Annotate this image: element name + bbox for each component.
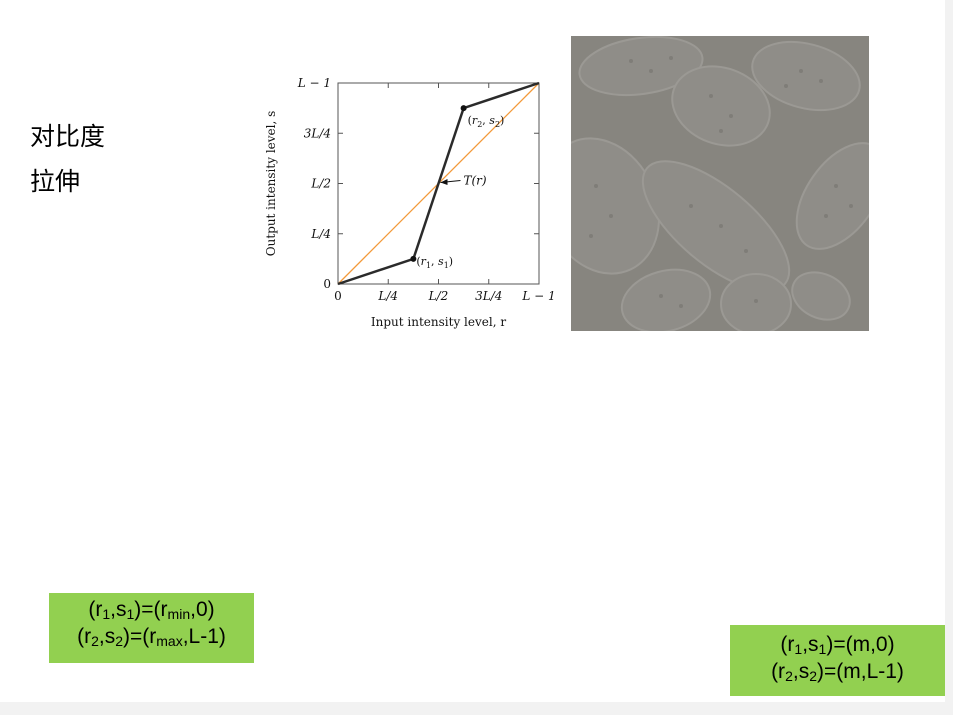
- curve-pointer-arrow: [440, 179, 448, 185]
- x-axis-label: Input intensity level, r: [371, 315, 506, 329]
- y-tick-label: 3L/4: [304, 126, 331, 140]
- formula-line-1: (r1,s1)=(m,0): [780, 633, 895, 657]
- transform-chart-svg: 00 L/4 L/4 L/2 L/2 3L/4 3L/4 L − 1 L − 1 Input in…: [264, 76, 556, 329]
- control-point-2: [460, 105, 467, 112]
- title-line-1: 对比度: [30, 122, 106, 151]
- transform-chart: 0 0 L/4 L/4 L/2 L/2 3L/4 3L/4 L − 1 L − 1 Input in…: [262, 66, 562, 338]
- pollen-grains-icon: [571, 36, 869, 331]
- x-tick-label: L/4: [377, 289, 398, 303]
- y-tick-label: L/4: [310, 227, 331, 241]
- formula-box-threshold: (r1,s1)=(m,0) (r2,s2)=(m,L-1): [730, 625, 945, 696]
- y-tick-label: 0: [323, 277, 331, 291]
- x-tick-label: 3L/4: [475, 289, 502, 303]
- title-line-2: 拉伸: [30, 167, 81, 196]
- slide-title: 对比度 拉伸: [30, 114, 105, 204]
- x-tick-label: L − 1: [521, 289, 555, 303]
- y-tick-label: L − 1: [297, 76, 331, 90]
- y-tick-label: L/2: [310, 177, 331, 191]
- pollen-image: [571, 36, 869, 331]
- formula-box-minmax: (r1,s1)=(rmin,0) (r2,s2)=(rmax,L-1): [49, 593, 254, 663]
- x-tick-label: L/2: [428, 289, 449, 303]
- slide: 对比度 拉伸 0 0 L/4 L/4 L/2 L/2 3L/4 3L/4 L − 1 L − 1 I…: [0, 0, 945, 702]
- transform-curve-line: [337, 81, 540, 286]
- curve-label: T(r): [464, 174, 487, 188]
- formula-line-2: (r2,s2)=(rmax,L-1): [77, 625, 226, 649]
- control-point-label-2: (r2, s2): [468, 114, 505, 129]
- y-axis-label: Output intensity level, s: [264, 111, 278, 257]
- formula-line-2: (r2,s2)=(m,L-1): [771, 660, 904, 684]
- control-point-label-1: (r1, s1): [416, 255, 453, 270]
- formula-line-1: (r1,s1)=(rmin,0): [88, 598, 215, 622]
- x-tick-label: 0: [334, 289, 342, 303]
- control-point-1: [410, 255, 417, 262]
